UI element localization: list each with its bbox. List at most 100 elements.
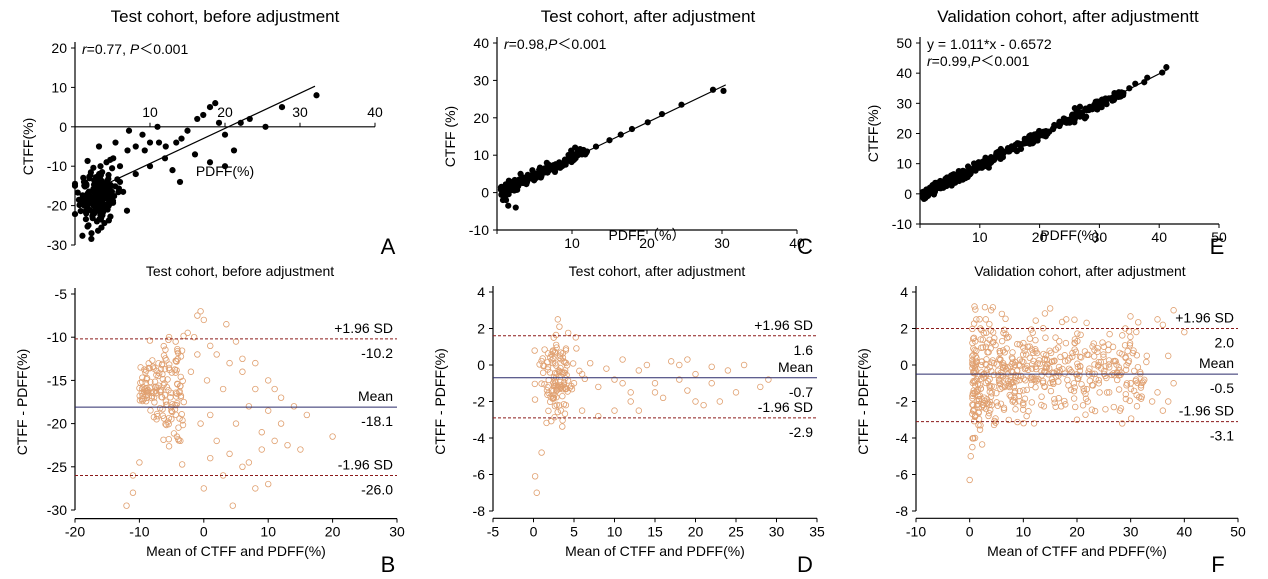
data-point [978, 369, 985, 376]
data-point [1070, 380, 1078, 387]
data-point [986, 384, 994, 391]
x-tick-label: 40 [367, 104, 383, 120]
data-point [160, 381, 167, 389]
data-point [538, 449, 545, 456]
data-point [573, 345, 580, 352]
data-point [969, 339, 976, 347]
x-tick-label: 30 [389, 524, 405, 540]
data-point [1090, 340, 1097, 347]
data-point [684, 356, 691, 363]
data-point [545, 407, 552, 415]
data-point [153, 367, 160, 375]
data-point [565, 329, 572, 337]
data-point [1033, 349, 1041, 357]
x-tick-label: 20 [1032, 229, 1048, 245]
data-point [1042, 352, 1050, 359]
data-point [993, 399, 1000, 406]
data-point [107, 189, 114, 196]
data-point [538, 357, 545, 365]
data-point [990, 359, 998, 367]
data-point [87, 169, 94, 176]
data-point [996, 347, 1004, 355]
y-tick-label: 10 [473, 147, 489, 163]
panel-letter: F [1211, 552, 1224, 577]
data-point [92, 189, 100, 197]
data-point [557, 378, 564, 386]
data-point [265, 480, 272, 488]
data-point [987, 345, 994, 352]
data-point [994, 150, 1001, 157]
data-point [990, 371, 998, 379]
data-point [1110, 403, 1118, 411]
y-tick-label: 4 [477, 284, 485, 300]
data-point [123, 207, 131, 214]
data-point [595, 412, 602, 420]
data-point [160, 342, 167, 350]
x-tick-label: 10 [564, 235, 580, 251]
data-point [71, 180, 79, 187]
data-point [570, 380, 578, 387]
data-point [549, 395, 556, 402]
data-point [1143, 358, 1150, 366]
data-point [1127, 313, 1134, 320]
data-point [512, 204, 519, 211]
data-point [548, 387, 555, 394]
data-point [150, 394, 158, 401]
data-point [175, 424, 182, 431]
data-point [161, 391, 169, 399]
data-point [271, 385, 278, 393]
data-point [977, 422, 984, 429]
data-point [556, 323, 563, 330]
data-point [162, 398, 170, 405]
data-point [1030, 349, 1037, 357]
data-point [1055, 395, 1062, 402]
data-point [531, 473, 539, 480]
data-point [165, 364, 173, 372]
data-point [1021, 347, 1028, 355]
data-point [265, 377, 272, 384]
data-point [1020, 339, 1027, 347]
x-tick-label: 30 [714, 235, 730, 251]
data-point [1122, 395, 1130, 403]
data-point [1019, 351, 1027, 358]
data-point [1027, 326, 1035, 333]
data-point [635, 367, 642, 374]
data-point [245, 459, 253, 466]
data-point [1127, 415, 1135, 422]
data-point [1070, 387, 1078, 395]
data-point [1002, 382, 1009, 389]
data-point [129, 489, 137, 496]
data-point [1095, 358, 1102, 366]
data-point [635, 407, 642, 414]
data-point [1118, 351, 1126, 358]
data-point [676, 361, 683, 369]
data-point [1030, 420, 1038, 427]
y-tick-label: -10 [47, 329, 67, 345]
data-point [142, 369, 149, 376]
data-point [979, 336, 987, 343]
data-point [161, 365, 169, 373]
data-point [973, 358, 980, 366]
x-tick-label: -10 [906, 523, 926, 539]
data-point [82, 216, 90, 223]
lower-loa-label: -1.96 SD [1179, 403, 1234, 419]
x-tick-label: 20 [325, 524, 341, 540]
data-point [1021, 395, 1029, 402]
data-point [997, 385, 1004, 393]
data-point [1032, 384, 1039, 391]
data-point [517, 170, 524, 177]
data-point [1082, 411, 1089, 418]
y-tick-label: 0 [59, 119, 67, 135]
y-tick-label: 10 [51, 79, 67, 95]
data-point [116, 178, 124, 186]
data-point [1095, 376, 1102, 384]
data-point [619, 380, 626, 387]
data-point [1061, 352, 1068, 359]
data-point [997, 400, 1005, 407]
mean-value: -0.7 [789, 384, 813, 400]
data-point [994, 371, 1002, 378]
data-point [1135, 319, 1142, 326]
data-point [277, 420, 285, 427]
data-point [1126, 397, 1133, 404]
x-axis-label: Mean of CTFF and PDFF(%) [987, 543, 1167, 559]
